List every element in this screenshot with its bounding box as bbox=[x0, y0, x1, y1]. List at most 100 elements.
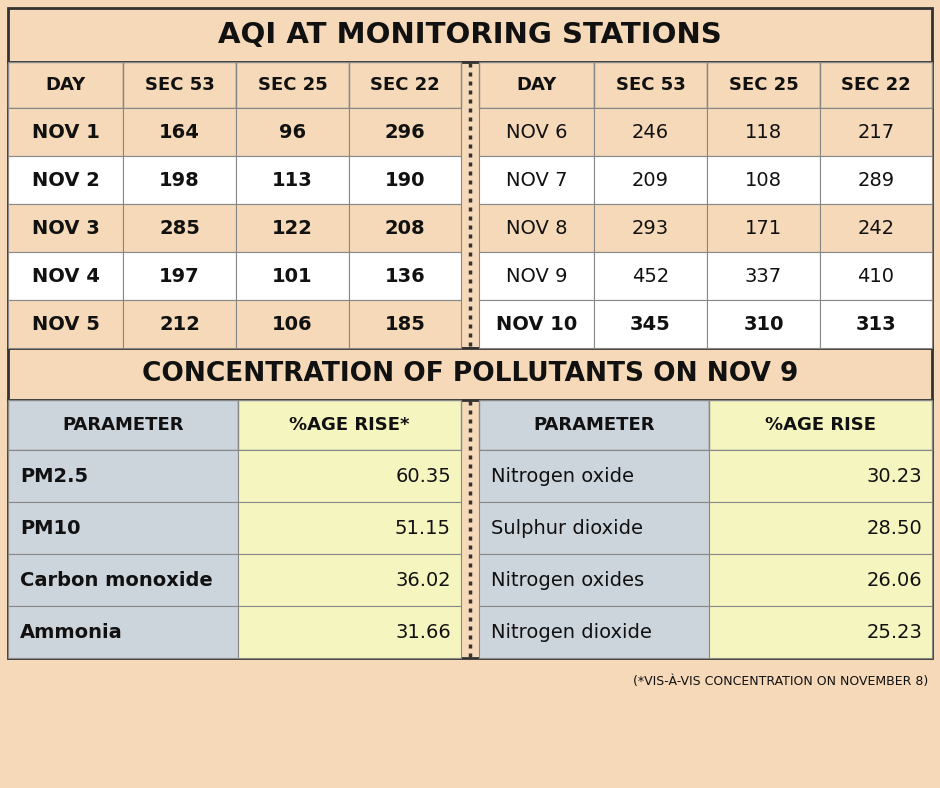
Text: DAY: DAY bbox=[45, 76, 86, 94]
Text: 242: 242 bbox=[857, 218, 895, 237]
Text: 212: 212 bbox=[159, 314, 200, 333]
Text: 31.66: 31.66 bbox=[395, 623, 451, 641]
Text: 25.23: 25.23 bbox=[866, 623, 922, 641]
Bar bbox=[8, 204, 123, 252]
Text: Nitrogen dioxide: Nitrogen dioxide bbox=[491, 623, 651, 641]
Text: 108: 108 bbox=[745, 170, 782, 189]
Bar bbox=[479, 400, 709, 450]
Bar bbox=[123, 62, 236, 108]
Text: NOV 2: NOV 2 bbox=[32, 170, 100, 189]
Text: NOV 8: NOV 8 bbox=[506, 218, 567, 237]
Bar bbox=[123, 108, 236, 156]
Text: 60.35: 60.35 bbox=[395, 466, 451, 485]
Bar bbox=[709, 400, 932, 450]
Text: 171: 171 bbox=[744, 218, 782, 237]
Bar bbox=[707, 108, 820, 156]
Bar bbox=[707, 62, 820, 108]
Text: NOV 5: NOV 5 bbox=[32, 314, 100, 333]
Bar bbox=[707, 300, 820, 348]
Bar bbox=[123, 300, 236, 348]
Bar bbox=[236, 204, 349, 252]
Text: SEC 25: SEC 25 bbox=[728, 76, 798, 94]
Bar bbox=[238, 606, 461, 658]
Bar bbox=[238, 450, 461, 502]
Text: 30.23: 30.23 bbox=[867, 466, 922, 485]
Bar bbox=[594, 300, 707, 348]
Bar bbox=[709, 606, 932, 658]
Text: NOV 1: NOV 1 bbox=[32, 122, 100, 142]
Bar bbox=[820, 204, 932, 252]
Text: NOV 9: NOV 9 bbox=[506, 266, 567, 285]
Text: 345: 345 bbox=[630, 314, 671, 333]
Text: 106: 106 bbox=[273, 314, 313, 333]
Text: 246: 246 bbox=[632, 122, 669, 142]
Text: 118: 118 bbox=[744, 122, 782, 142]
Text: 337: 337 bbox=[744, 266, 782, 285]
Text: Carbon monoxide: Carbon monoxide bbox=[20, 571, 212, 589]
Bar bbox=[8, 62, 123, 108]
Bar bbox=[8, 300, 123, 348]
Text: 101: 101 bbox=[273, 266, 313, 285]
Bar bbox=[479, 252, 594, 300]
Bar bbox=[8, 400, 238, 450]
Text: 197: 197 bbox=[159, 266, 200, 285]
Bar bbox=[594, 62, 707, 108]
Text: 28.50: 28.50 bbox=[867, 519, 922, 537]
Text: PM2.5: PM2.5 bbox=[20, 466, 88, 485]
Text: 296: 296 bbox=[384, 122, 426, 142]
Text: 285: 285 bbox=[159, 218, 200, 237]
Text: Nitrogen oxides: Nitrogen oxides bbox=[491, 571, 644, 589]
Text: NOV 6: NOV 6 bbox=[506, 122, 567, 142]
Bar bbox=[8, 252, 123, 300]
Bar bbox=[479, 204, 594, 252]
Text: 310: 310 bbox=[744, 314, 784, 333]
Bar bbox=[594, 108, 707, 156]
Text: 136: 136 bbox=[384, 266, 426, 285]
Text: CONCENTRATION OF POLLUTANTS ON NOV 9: CONCENTRATION OF POLLUTANTS ON NOV 9 bbox=[142, 361, 798, 387]
Bar bbox=[479, 62, 594, 108]
Text: 96: 96 bbox=[279, 122, 306, 142]
Bar bbox=[709, 554, 932, 606]
Bar bbox=[820, 62, 932, 108]
Text: 289: 289 bbox=[857, 170, 895, 189]
Text: %AGE RISE: %AGE RISE bbox=[765, 416, 876, 434]
Bar bbox=[479, 108, 594, 156]
Text: DAY: DAY bbox=[516, 76, 556, 94]
Text: 26.06: 26.06 bbox=[867, 571, 922, 589]
Bar bbox=[820, 156, 932, 204]
Bar bbox=[8, 502, 238, 554]
Bar bbox=[236, 62, 349, 108]
Bar bbox=[479, 606, 709, 658]
Text: 217: 217 bbox=[857, 122, 895, 142]
Bar bbox=[236, 108, 349, 156]
Bar bbox=[236, 300, 349, 348]
Text: %AGE RISE*: %AGE RISE* bbox=[290, 416, 410, 434]
Text: 122: 122 bbox=[272, 218, 313, 237]
Bar bbox=[349, 252, 461, 300]
Bar bbox=[8, 450, 238, 502]
Bar bbox=[707, 252, 820, 300]
Text: 452: 452 bbox=[632, 266, 669, 285]
Bar bbox=[123, 204, 236, 252]
Bar bbox=[236, 252, 349, 300]
Bar bbox=[349, 62, 461, 108]
Text: Sulphur dioxide: Sulphur dioxide bbox=[491, 519, 643, 537]
Bar bbox=[709, 502, 932, 554]
Bar bbox=[238, 400, 461, 450]
Bar bbox=[8, 606, 238, 658]
Text: 293: 293 bbox=[632, 218, 669, 237]
Text: AQI AT MONITORING STATIONS: AQI AT MONITORING STATIONS bbox=[218, 21, 722, 49]
Text: 313: 313 bbox=[855, 314, 897, 333]
Bar bbox=[8, 156, 123, 204]
Bar bbox=[123, 156, 236, 204]
Text: 209: 209 bbox=[632, 170, 669, 189]
Bar bbox=[236, 156, 349, 204]
Bar bbox=[349, 204, 461, 252]
Text: PM10: PM10 bbox=[20, 519, 81, 537]
Text: SEC 25: SEC 25 bbox=[258, 76, 327, 94]
Bar bbox=[594, 156, 707, 204]
Bar bbox=[594, 204, 707, 252]
Text: Ammonia: Ammonia bbox=[20, 623, 123, 641]
Text: 185: 185 bbox=[384, 314, 426, 333]
Text: SEC 53: SEC 53 bbox=[616, 76, 685, 94]
